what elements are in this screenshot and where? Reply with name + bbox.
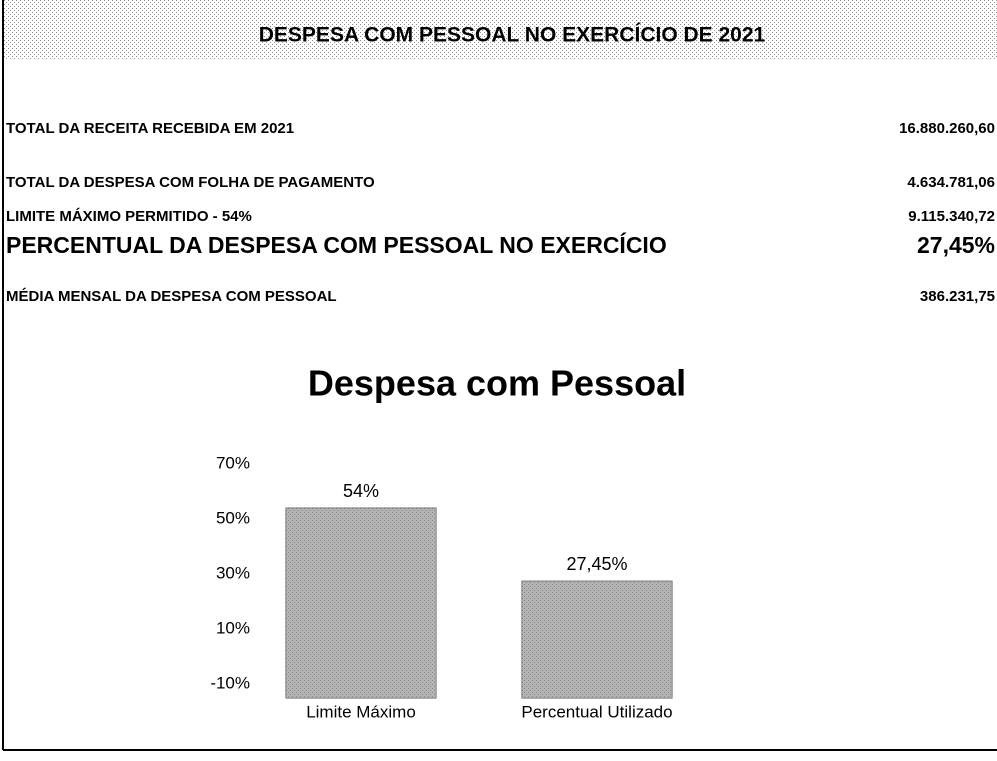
row-label: TOTAL DA DESPESA COM FOLHA DE PAGAMENTO: [6, 174, 375, 191]
row-value: 386.231,75: [920, 288, 995, 305]
header-title: DESPESA COM PESSOAL NO EXERCÍCIO DE 2021: [259, 24, 766, 47]
row-value: 9.115.340,72: [908, 208, 995, 225]
x-tick-label: Limite Máximo: [306, 702, 416, 721]
y-tick-label: 10%: [216, 619, 250, 638]
data-label: 27,45%: [566, 554, 627, 574]
bar-texture: [522, 581, 672, 698]
row-label: LIMITE MÁXIMO PERMITIDO - 54%: [6, 208, 252, 225]
header-band: [3, 0, 997, 60]
row-label: TOTAL DA RECEITA RECEBIDA EM 2021: [6, 120, 294, 137]
chart-title: Despesa com Pessoal: [308, 363, 686, 404]
row-label: PERCENTUAL DA DESPESA COM PESSOAL NO EXE…: [6, 231, 667, 258]
data-label: 54%: [343, 481, 379, 501]
y-tick-label: 50%: [216, 509, 250, 528]
row-value: 4.634.781,06: [907, 174, 995, 191]
summary-table: TOTAL DA RECEITA RECEBIDA EM 2021 16.880.…: [6, 120, 995, 305]
y-tick-label: 30%: [216, 564, 250, 583]
row-label: MÉDIA MENSAL DA DESPESA COM PESSOAL: [6, 288, 337, 305]
row-value: 16.880.260,60: [899, 120, 995, 137]
bar-texture: [286, 508, 436, 698]
row-value: 27,45%: [917, 232, 995, 258]
chart: 70% 50% 30% 10% -10% 54% Limite Máximo 27,45% Pe…: [210, 453, 672, 721]
x-tick-label: Percentual Utilizado: [521, 702, 672, 721]
y-tick-label: 70%: [216, 453, 250, 472]
y-tick-label: -10%: [210, 674, 250, 693]
